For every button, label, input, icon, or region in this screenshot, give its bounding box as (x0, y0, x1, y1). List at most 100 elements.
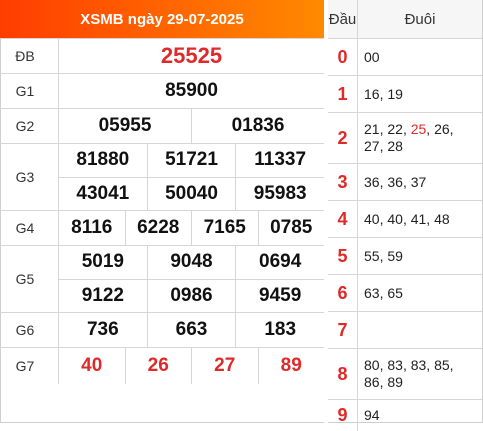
loto-row-2: 2 21, 22, 25, 26, 27, 28 (328, 112, 482, 163)
prize-label: G6 (0, 313, 59, 347)
prize-number: 7165 (191, 211, 258, 245)
prize-row-g7: G7 40 26 27 89 (0, 347, 324, 384)
duoi-values: 40, 40, 41, 48 (364, 210, 450, 227)
prize-number: 736 (86, 319, 119, 340)
dau-number: 3 (328, 164, 358, 200)
duoi-values: 16, 19 (364, 85, 403, 102)
duoi-number: 40 (387, 210, 403, 227)
prize-number: 05955 (98, 115, 152, 136)
prize-number: 6228 (124, 211, 192, 245)
duoi-number: 26 (434, 121, 450, 137)
prize-number: 89 (257, 348, 325, 384)
prize-row-g3: G3 81880 51721 11337 43041 50040 95983 (0, 143, 324, 210)
prize-number: 5019 (81, 251, 124, 273)
duoi-number: 89 (387, 374, 403, 390)
prize-label: G2 (0, 109, 59, 143)
prize-number: 40 (81, 355, 103, 376)
duoi-number: 19 (387, 85, 403, 102)
duoi-values: 00 (358, 39, 482, 75)
loto-table: Đầu Đuôi 0 00 1 16, 19 2 21, 22, 25, 26, 27, … (328, 0, 482, 431)
duoi-number: 94 (364, 407, 380, 423)
duoi-number: 80 (364, 357, 380, 373)
prize-number: 95983 (235, 177, 324, 210)
prize-row-đb: ĐB 25525 (0, 38, 324, 73)
dau-number: 7 (328, 312, 358, 348)
prize-row-g4: G4 8116 6228 7165 0785 (0, 210, 324, 245)
duoi-number: 25 (410, 121, 427, 137)
loto-row-9: 9 94 (328, 399, 482, 431)
duoi-number: 59 (387, 247, 403, 264)
prize-number: 0694 (235, 246, 324, 279)
prize-label: G5 (0, 246, 59, 312)
dau-number: 0 (328, 39, 358, 75)
prize-label: G4 (0, 211, 59, 245)
prize-number: 26 (124, 348, 192, 384)
prize-number: 0986 (146, 279, 236, 312)
prize-row-g5: G5 5019 9048 0694 9122 0986 9459 (0, 245, 324, 312)
duoi-number: 16 (364, 85, 380, 102)
dau-number: 4 (328, 201, 358, 237)
prize-row-g6: G6 736 663 183 (0, 312, 324, 347)
dau-number: 8 (328, 349, 358, 399)
results-title: XSMB ngày 29-07-2025 (0, 0, 324, 38)
prize-number: 50040 (146, 177, 236, 210)
dau-number: 1 (328, 76, 358, 112)
prize-number: 11337 (235, 144, 324, 177)
duoi-values (358, 312, 482, 348)
dau-header: Đầu (328, 0, 358, 38)
table-gap (324, 0, 328, 423)
prize-number: 85900 (165, 80, 218, 101)
dau-number: 6 (328, 275, 358, 311)
prize-number: 0785 (257, 211, 325, 245)
duoi-number: 48 (434, 210, 450, 227)
prize-number: 43041 (76, 182, 130, 204)
dau-number: 2 (328, 113, 358, 163)
dau-number: 9 (328, 400, 358, 431)
duoi-number: 21 (364, 121, 380, 137)
duoi-values: 94 (358, 400, 482, 431)
dau-number: 5 (328, 238, 358, 274)
prize-number: 8116 (71, 217, 113, 238)
duoi-number: 63 (364, 284, 380, 301)
duoi-number: 37 (410, 173, 427, 190)
prize-number: 9122 (81, 284, 124, 306)
loto-row-1: 1 16, 19 (328, 75, 482, 112)
prize-number: 51721 (146, 144, 236, 177)
duoi-number: 65 (387, 284, 403, 301)
duoi-number: 40 (364, 210, 380, 227)
loto-row-4: 4 40, 40, 41, 48 (328, 200, 482, 237)
prize-label: ĐB (0, 39, 59, 73)
prize-number: 183 (235, 313, 324, 347)
duoi-values: 55, 59 (364, 247, 403, 264)
loto-row-3: 3 36, 36, 37 (328, 163, 482, 200)
prize-number: 663 (146, 313, 236, 347)
loto-row-7: 7 (328, 311, 482, 348)
duoi-number: 36 (387, 173, 403, 190)
duoi-number: 00 (364, 48, 380, 65)
prize-row-g1: G1 85900 (0, 73, 324, 108)
duoi-values: 63, 65 (364, 284, 403, 301)
duoi-header: Đuôi (404, 10, 436, 28)
duoi-number: 22 (387, 121, 403, 137)
duoi-values: 80, 83, 83, 85, 86, 89 (364, 357, 454, 390)
duoi-values: 36, 36, 37 (364, 173, 427, 190)
loto-row-8: 8 80, 83, 83, 85, 86, 89 (328, 348, 482, 399)
prize-number: 27 (191, 348, 258, 384)
prize-number: 01836 (191, 109, 324, 143)
prize-label: G7 (0, 348, 59, 384)
duoi-number: 55 (364, 247, 380, 264)
duoi-number: 83 (387, 357, 403, 373)
duoi-number: 83 (410, 357, 427, 373)
duoi-number: 28 (387, 138, 403, 154)
prize-label: G3 (0, 144, 59, 210)
duoi-number: 41 (410, 210, 427, 227)
duoi-number: 27 (364, 138, 380, 154)
loto-row-5: 5 55, 59 (328, 237, 482, 274)
results-table: XSMB ngày 29-07-2025 ĐB 25525 G1 85900 G2 059… (0, 0, 324, 384)
duoi-number: 86 (364, 374, 380, 390)
prize-row-g2: G2 05955 01836 (0, 108, 324, 143)
prize-number: 9048 (146, 246, 236, 279)
prize-number: 81880 (76, 149, 130, 171)
duoi-number: 85 (434, 357, 450, 373)
loto-header: Đầu Đuôi (328, 0, 482, 38)
